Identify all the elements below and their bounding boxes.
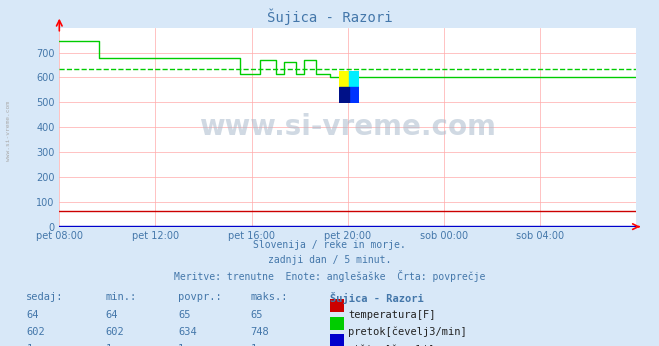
Text: 64: 64 [105,310,118,320]
Text: Meritve: trenutne  Enote: anglešaške  Črta: povprečje: Meritve: trenutne Enote: anglešaške Črta… [174,270,485,282]
Text: sedaj:: sedaj: [26,292,64,302]
Text: temperatura[F]: temperatura[F] [348,310,436,320]
Text: 602: 602 [26,327,45,337]
Text: Šujica - Razori: Šujica - Razori [330,292,423,304]
Text: www.si-vreme.com: www.si-vreme.com [199,113,496,141]
Text: 1: 1 [178,344,184,346]
Text: 1: 1 [26,344,32,346]
Bar [349,72,359,88]
Text: maks.:: maks.: [250,292,288,302]
Text: 65: 65 [250,310,263,320]
Text: min.:: min.: [105,292,136,302]
Bar [339,88,349,103]
Text: Šujica - Razori: Šujica - Razori [267,9,392,25]
Text: 65: 65 [178,310,190,320]
Text: pretok[čevelj3/min]: pretok[čevelj3/min] [348,327,467,337]
Bar [349,88,359,103]
Text: Slovenija / reke in morje.: Slovenija / reke in morje. [253,240,406,251]
Text: 1: 1 [250,344,256,346]
Text: zadnji dan / 5 minut.: zadnji dan / 5 minut. [268,255,391,265]
Text: 602: 602 [105,327,124,337]
Text: povpr.:: povpr.: [178,292,221,302]
Text: www.si-vreme.com: www.si-vreme.com [6,101,11,162]
Text: 748: 748 [250,327,269,337]
Bar [339,72,349,88]
Text: višina[čevelj]: višina[čevelj] [348,344,436,346]
Text: 64: 64 [26,310,39,320]
Text: 1: 1 [105,344,111,346]
Text: 634: 634 [178,327,196,337]
